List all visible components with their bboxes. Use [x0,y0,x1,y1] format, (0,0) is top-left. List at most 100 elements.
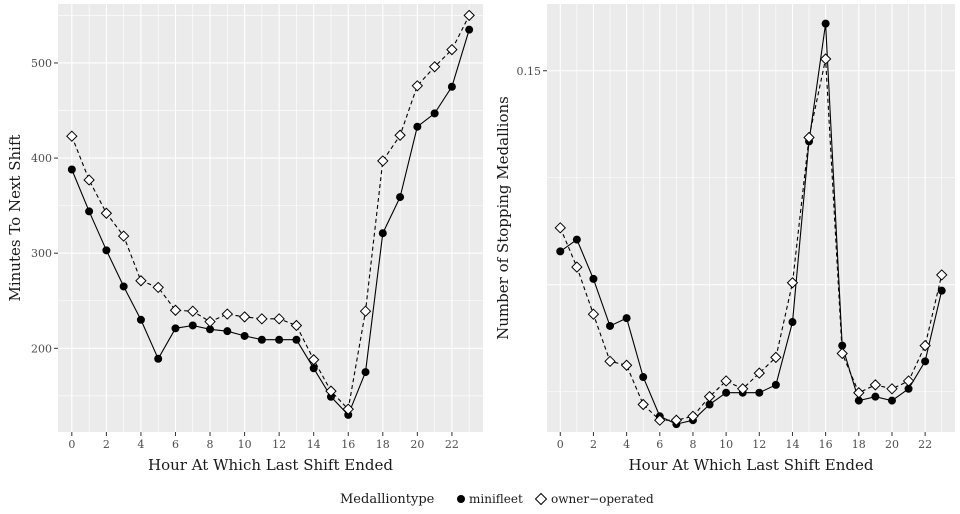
point-owner-operated [604,355,616,368]
x-tick-label: 12 [272,438,286,451]
point-minifleet [622,314,631,323]
x-tick-label: 2 [103,438,110,451]
point-minifleet [705,400,714,409]
series-line-owner-operated [71,15,470,411]
point-owner-operated [394,129,406,141]
point-owner-operated [886,383,898,395]
legend-key-minifleet-icon [457,495,465,503]
legend: Medalliontype minifleet owner−operated [340,492,654,507]
y-tick-label: 400 [31,152,52,165]
point-owner-operated [770,351,782,364]
point-owner-operated [753,367,766,379]
point-owner-operated [359,305,372,317]
point-owner-operated [187,305,199,317]
y-tick-label: 0.15 [517,65,542,78]
x-axis-title: Hour At Which Last Shift Ended [148,456,393,474]
x-tick-label: 4 [623,438,630,451]
point-owner-operated [637,398,649,411]
point-owner-operated [238,311,251,323]
legend-label-minifleet: minifleet [469,492,523,506]
point-minifleet [771,380,780,389]
x-tick-label: 0 [68,438,75,451]
point-minifleet [871,392,880,401]
legend-key-owner-operated-icon [534,492,548,506]
point-owner-operated [256,313,268,325]
x-tick-label: 16 [819,438,833,451]
point-owner-operated [853,387,865,399]
point-minifleet [589,274,598,283]
x-tick-label: 12 [752,438,766,451]
point-owner-operated [620,359,633,371]
point-minifleet [396,193,405,202]
point-minifleet [556,247,565,256]
point-owner-operated [720,375,732,387]
point-minifleet [821,19,830,28]
x-tick-label: 18 [852,438,866,451]
x-tick-label: 18 [376,438,390,451]
point-owner-operated [670,414,683,426]
point-owner-operated [936,269,948,281]
x-tick-label: 20 [885,438,899,451]
point-minifleet [722,388,731,397]
x-tick-label: 2 [590,438,597,451]
series-line-minifleet [71,29,470,416]
y-tick-label: 200 [31,342,52,355]
x-tick-label: 22 [918,438,932,451]
legend-title: Medalliontype [340,492,435,507]
left-plot: 0 2 4 6 8 10 12 14 16 18 20 22 200 300 400 500 Hour At W… [6,4,483,474]
point-owner-operated [307,354,320,366]
point-minifleet [309,364,318,373]
legend-label-owner-operated: owner−operated [551,492,654,506]
point-owner-operated [571,261,583,273]
x-tick-label: 20 [410,438,424,451]
point-minifleet [206,325,215,334]
point-owner-operated [221,308,234,320]
point-owner-operated [117,230,130,242]
point-owner-operated [919,339,931,352]
point-minifleet [378,229,387,238]
point-minifleet [188,321,197,330]
x-tick-label: 0 [557,438,564,451]
point-owner-operated [869,379,882,391]
point-minifleet [854,396,863,405]
y-axis-title: Number of Stopping Medallions [494,96,512,340]
x-tick-label: 14 [307,438,321,451]
point-minifleet [937,286,946,295]
point-minifleet [447,82,456,91]
point-minifleet [887,396,896,405]
x-tick-label: 14 [785,438,799,451]
x-tick-label: 6 [656,438,663,451]
point-minifleet [465,25,474,34]
point-minifleet [223,327,232,336]
point-owner-operated [703,390,716,403]
point-owner-operated [587,308,600,320]
point-minifleet [755,388,764,397]
point-owner-operated [342,403,354,415]
point-owner-operated [654,414,666,426]
point-owner-operated [100,207,113,219]
point-minifleet [361,368,370,377]
x-tick-label: 6 [172,438,179,451]
right-plot: 0 2 4 6 8 10 12 14 16 18 20 22 0.15 Hour At Which Las… [494,4,955,474]
point-minifleet [639,373,648,382]
x-tick-label: 16 [341,438,355,451]
point-owner-operated [152,281,164,294]
plot-panel [58,4,483,432]
point-minifleet [921,357,930,366]
point-minifleet [67,165,76,174]
point-owner-operated [83,174,95,186]
point-minifleet [85,207,94,216]
point-minifleet [413,122,422,131]
point-owner-operated [273,313,285,325]
y-tick-label: 500 [31,57,52,70]
plot-panel [547,4,955,432]
point-minifleet [904,384,913,393]
point-owner-operated [204,315,216,328]
point-owner-operated [463,9,475,22]
point-owner-operated [446,43,458,56]
x-tick-label: 4 [137,438,144,451]
point-owner-operated [428,61,441,73]
point-owner-operated [902,375,915,387]
point-owner-operated [836,347,848,360]
